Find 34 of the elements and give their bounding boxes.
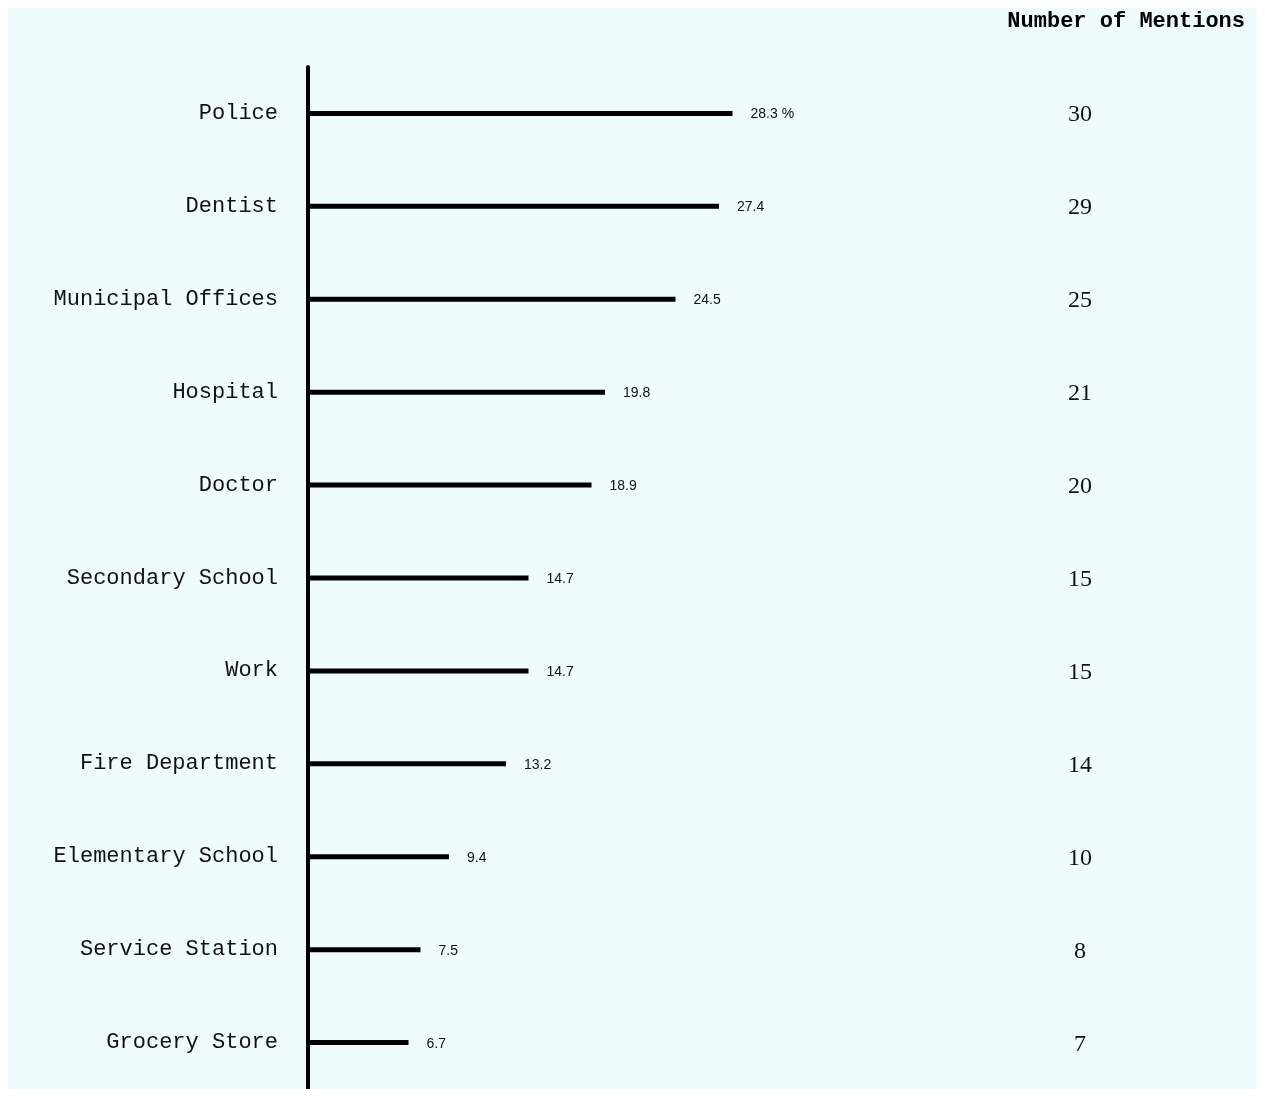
data-label: 14.7 — [546, 662, 574, 679]
y-tick-label: Fire Department — [79, 751, 278, 777]
y-tick-label: Dentist — [185, 193, 278, 219]
data-label: 7.5 — [438, 941, 459, 958]
text: Number of Mentions — [1007, 8, 1245, 34]
y-tick-label: Municipal Offices — [53, 286, 278, 312]
text: 20 — [1068, 472, 1092, 499]
text: 15 — [1068, 565, 1092, 591]
data-label: 14.7 — [546, 570, 574, 586]
text: 30 — [1068, 100, 1092, 127]
y-tick-label: Elementary School — [53, 844, 278, 870]
data-label: 9.4 — [467, 848, 487, 865]
data-label: 13.2 — [524, 755, 552, 772]
text: 8 — [1074, 936, 1086, 963]
text: 25 — [1068, 286, 1092, 313]
data-label: 18.9 — [609, 477, 637, 494]
y-tick-label: Doctor — [198, 472, 278, 498]
data-label: 19.8 — [623, 384, 651, 401]
data-label: 6.7 — [426, 1034, 447, 1051]
data-label: 24.5 — [693, 291, 721, 308]
text: 14 — [1068, 750, 1092, 777]
y-tick-label: Secondary School — [66, 565, 278, 591]
text: 10 — [1068, 843, 1092, 870]
y-tick-label: Grocery Store — [106, 1030, 278, 1056]
text: 7 — [1074, 1029, 1086, 1056]
data-label: 28.3 % — [750, 105, 795, 122]
text: 29 — [1068, 193, 1092, 220]
data-label: 27.4 — [737, 198, 765, 215]
text: 21 — [1068, 379, 1092, 406]
y-tick-label: Work — [225, 658, 278, 684]
text: 15 — [1068, 657, 1092, 684]
y-tick-label: Hospital — [172, 379, 278, 405]
y-tick-label: Police — [198, 100, 278, 126]
y-tick-label: Service Station — [79, 937, 278, 963]
